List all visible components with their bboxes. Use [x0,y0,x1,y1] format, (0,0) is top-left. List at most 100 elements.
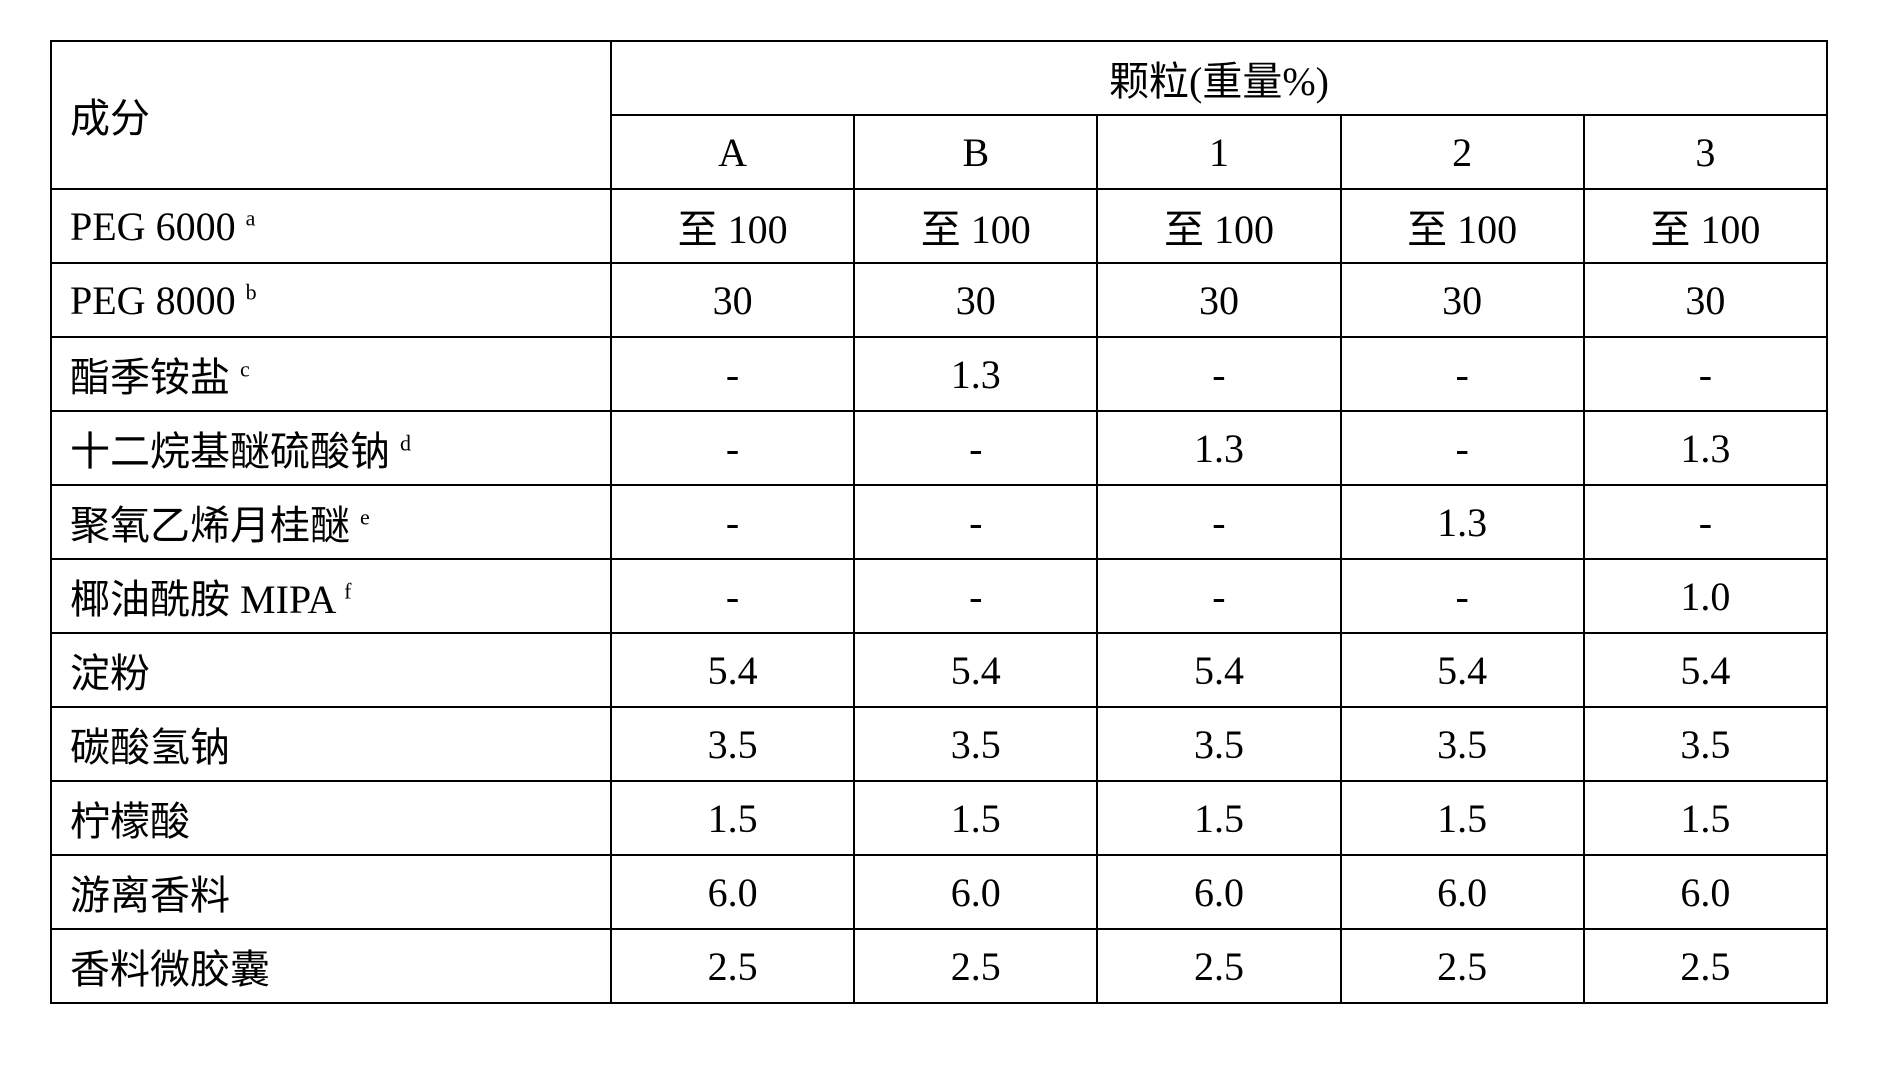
cell-value: 5.4 [1097,633,1340,707]
row-label-text: 游离香料 [70,873,230,918]
cell-value: 2.5 [1584,929,1827,1003]
row-label-footnote: a [246,205,256,230]
row-header-title: 成分 [51,41,611,189]
cell-value: 1.5 [611,781,854,855]
cell-value: 3.5 [1341,707,1584,781]
cell-value: - [1341,337,1584,411]
cell-value: 30 [1584,263,1827,337]
row-label: 酯季铵盐 c [51,337,611,411]
cell-value: 5.4 [1341,633,1584,707]
cell-value: 3.5 [1584,707,1827,781]
row-label: PEG 6000 a [51,189,611,263]
cell-value: 1.3 [1097,411,1340,485]
row-label-text: 椰油酰胺 MIPA [70,577,344,622]
row-label-text: 聚氧乙烯月桂醚 [70,503,360,548]
row-label-text: PEG 6000 [70,204,246,249]
cell-value: 至 100 [611,189,854,263]
row-label-text: 酯季铵盐 [70,355,240,400]
table-row: 游离香料6.06.06.06.06.0 [51,855,1827,929]
table-row: 柠檬酸1.51.51.51.51.5 [51,781,1827,855]
cell-value: 1.5 [1341,781,1584,855]
cell-value: 3.5 [611,707,854,781]
cell-value: 30 [611,263,854,337]
table-row: PEG 8000 b3030303030 [51,263,1827,337]
cell-value: - [1097,485,1340,559]
row-label: 柠檬酸 [51,781,611,855]
header-row-1: 成分 颗粒(重量%) [51,41,1827,115]
cell-value: 2.5 [1341,929,1584,1003]
cell-value: - [1097,337,1340,411]
cell-value: 3.5 [1097,707,1340,781]
cell-value: 1.3 [854,337,1097,411]
row-label-text: 淀粉 [70,651,150,696]
table-row: 十二烷基醚硫酸钠 d--1.3-1.3 [51,411,1827,485]
row-label-footnote: f [344,579,351,604]
row-label: 游离香料 [51,855,611,929]
cell-value: 6.0 [611,855,854,929]
row-label: 聚氧乙烯月桂醚 e [51,485,611,559]
cell-value: 至 100 [1341,189,1584,263]
cell-value: - [1584,337,1827,411]
cell-value: 至 100 [854,189,1097,263]
cell-value: 30 [1341,263,1584,337]
cell-value: 5.4 [854,633,1097,707]
composition-table: 成分 颗粒(重量%) A B 1 2 3 PEG 6000 a至 100至 10… [50,40,1828,1004]
row-label-text: 十二烷基醚硫酸钠 [70,429,400,474]
cell-value: 1.3 [1341,485,1584,559]
row-label-footnote: b [246,279,257,304]
row-label: 椰油酰胺 MIPA f [51,559,611,633]
col-head-1: 1 [1097,115,1340,189]
table-body: PEG 6000 a至 100至 100至 100至 100至 100PEG 8… [51,189,1827,1003]
cell-value: - [854,485,1097,559]
cell-value: - [611,411,854,485]
cell-value: 5.4 [1584,633,1827,707]
table-row: 碳酸氢钠3.53.53.53.53.5 [51,707,1827,781]
row-label-footnote: c [240,357,250,382]
table-row: 椰油酰胺 MIPA f----1.0 [51,559,1827,633]
cell-value: 至 100 [1097,189,1340,263]
col-head-A: A [611,115,854,189]
cell-value: 2.5 [611,929,854,1003]
table-row: PEG 6000 a至 100至 100至 100至 100至 100 [51,189,1827,263]
col-head-2: 2 [1341,115,1584,189]
table-row: 聚氧乙烯月桂醚 e---1.3- [51,485,1827,559]
row-label-text: 香料微胶囊 [70,947,270,992]
cell-value: 1.5 [1584,781,1827,855]
cell-value: 30 [854,263,1097,337]
cell-value: - [1097,559,1340,633]
composition-table-container: 成分 颗粒(重量%) A B 1 2 3 PEG 6000 a至 100至 10… [0,0,1878,1044]
cell-value: - [611,485,854,559]
cell-value: 2.5 [854,929,1097,1003]
cell-value: 6.0 [1097,855,1340,929]
cell-value: 3.5 [854,707,1097,781]
cell-value: - [854,411,1097,485]
spanner-header: 颗粒(重量%) [611,41,1827,115]
row-label: 香料微胶囊 [51,929,611,1003]
cell-value: 6.0 [854,855,1097,929]
cell-value: - [1584,485,1827,559]
cell-value: 1.0 [1584,559,1827,633]
cell-value: 30 [1097,263,1340,337]
cell-value: 6.0 [1584,855,1827,929]
row-label-text: 碳酸氢钠 [70,725,230,770]
table-row: 酯季铵盐 c-1.3--- [51,337,1827,411]
cell-value: 6.0 [1341,855,1584,929]
row-label-footnote: e [360,505,370,530]
cell-value: 1.3 [1584,411,1827,485]
row-label: PEG 8000 b [51,263,611,337]
row-label: 碳酸氢钠 [51,707,611,781]
table-row: 淀粉5.45.45.45.45.4 [51,633,1827,707]
row-label-text: 柠檬酸 [70,799,190,844]
cell-value: - [611,337,854,411]
cell-value: 1.5 [1097,781,1340,855]
cell-value: 5.4 [611,633,854,707]
cell-value: - [611,559,854,633]
col-head-3: 3 [1584,115,1827,189]
col-head-B: B [854,115,1097,189]
table-row: 香料微胶囊2.52.52.52.52.5 [51,929,1827,1003]
cell-value: - [1341,559,1584,633]
cell-value: 2.5 [1097,929,1340,1003]
row-label: 淀粉 [51,633,611,707]
cell-value: - [1341,411,1584,485]
row-label: 十二烷基醚硫酸钠 d [51,411,611,485]
